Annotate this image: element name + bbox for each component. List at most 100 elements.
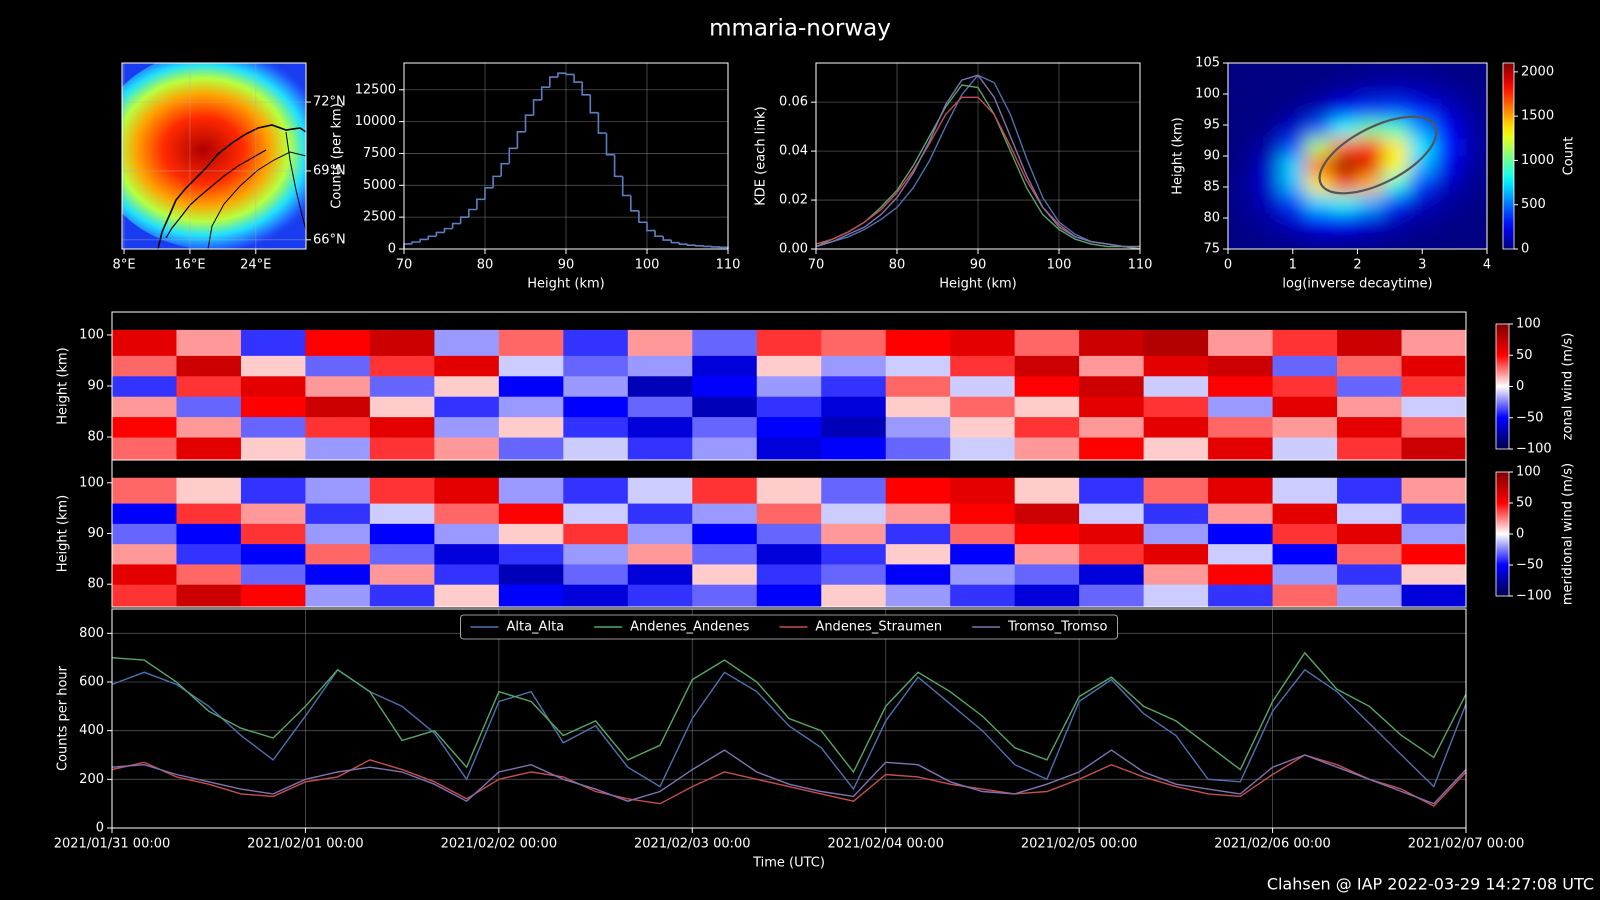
heatmap-cell xyxy=(1434,192,1462,213)
colorbar xyxy=(1495,323,1510,450)
x-tick-label: 70 xyxy=(808,258,825,273)
wind-cell xyxy=(498,477,564,504)
series-line xyxy=(111,754,1467,807)
wind-cell xyxy=(563,416,629,438)
histogram-step xyxy=(549,76,558,88)
wind-cell xyxy=(1401,477,1467,504)
wind-cell xyxy=(176,523,242,545)
heatmap-cell xyxy=(1434,229,1462,249)
x-tick-label: 0 xyxy=(1224,258,1232,273)
wind-cell xyxy=(434,329,500,356)
x-axis-label: Height (km) xyxy=(939,277,1016,292)
heatmap-cell xyxy=(1331,211,1358,231)
wind-cell xyxy=(756,355,822,377)
wind-cell xyxy=(434,416,500,438)
wind-cell xyxy=(240,563,306,585)
wind-cell xyxy=(1014,523,1080,545)
wind-cell xyxy=(434,477,500,504)
histogram-step xyxy=(435,231,445,237)
wind-cell xyxy=(692,396,758,418)
x-tick-label: 100 xyxy=(635,258,660,273)
x-tick-label: 80 xyxy=(889,258,906,273)
x-tick-label: 24°E xyxy=(240,258,271,273)
wind-cell xyxy=(1143,355,1209,377)
wind-cell xyxy=(1272,584,1338,608)
histogram-step xyxy=(459,216,469,224)
legend-label: Andenes_Andenes xyxy=(630,620,750,635)
histogram-step xyxy=(516,130,526,149)
heatmap-cell xyxy=(1357,174,1384,194)
wind-cell xyxy=(756,396,822,418)
wind-cell xyxy=(1337,584,1403,608)
wind-cell xyxy=(434,355,500,377)
wind-cell xyxy=(240,416,306,438)
wind-cell xyxy=(498,584,564,608)
wind-cell xyxy=(112,329,177,356)
wind-cell xyxy=(885,523,951,545)
wind-cell xyxy=(1143,396,1209,418)
wind-cell xyxy=(1208,416,1274,438)
histogram-step xyxy=(427,235,437,240)
wind-cell xyxy=(950,503,1016,524)
wind-cell xyxy=(1337,543,1403,565)
y-tick-label: 5000 xyxy=(363,178,396,193)
heatmap-cell xyxy=(1279,118,1307,138)
heatmap-cell xyxy=(1357,229,1384,249)
x-tick-label: 2021/02/07 00:00 xyxy=(1408,837,1525,852)
heatmap-cell xyxy=(1253,81,1281,101)
x-tick-label: 2021/02/03 00:00 xyxy=(634,837,751,852)
wind-cell xyxy=(1401,503,1467,524)
wind-cell xyxy=(1401,329,1467,356)
heatmap-cell xyxy=(1382,81,1410,101)
y-tick-label: 100 xyxy=(79,327,104,342)
y-tick-label: 800 xyxy=(79,626,104,641)
wind-cell xyxy=(821,375,887,397)
wind-cell xyxy=(950,355,1016,377)
colorbar-tick-label: −100 xyxy=(1516,589,1552,604)
histogram-step xyxy=(662,236,672,241)
wind-cell xyxy=(563,396,629,418)
wind-cell xyxy=(627,584,693,608)
wind-cell xyxy=(821,523,887,545)
colorbar xyxy=(1502,62,1515,250)
heatmap-cell xyxy=(1228,192,1255,213)
heatmap-cell xyxy=(1253,136,1281,157)
histogram-step xyxy=(646,222,656,232)
wind-cell xyxy=(112,543,177,565)
colorbar-tick-label: 0 xyxy=(1516,527,1524,542)
x-axis-label: Time (UTC) xyxy=(752,856,825,871)
y-tick-label: 80 xyxy=(87,577,104,592)
heatmap-cell xyxy=(1279,63,1307,83)
heatmap-cell xyxy=(1253,192,1281,213)
y-tick-label: 600 xyxy=(79,675,104,690)
wind-cell xyxy=(434,543,500,565)
wind-cell xyxy=(1143,437,1209,461)
wind-cell xyxy=(1208,523,1274,545)
wind-cell xyxy=(369,437,435,461)
wind-cell xyxy=(369,563,435,585)
wind-cell xyxy=(950,523,1016,545)
wind-cell xyxy=(1337,503,1403,524)
heatmap-cell xyxy=(1382,118,1410,138)
heatmap-cell xyxy=(1305,63,1333,83)
histogram-step xyxy=(630,195,639,212)
wind-cell xyxy=(305,543,371,565)
wind-cell xyxy=(1208,477,1274,504)
histogram-step xyxy=(573,74,583,83)
axes-frame xyxy=(403,62,729,250)
histogram-step xyxy=(678,242,688,245)
y-tick-label: 80 xyxy=(1203,211,1220,226)
wind-cell xyxy=(756,523,822,545)
colorbar xyxy=(1495,471,1510,597)
y-axis-label: Height (km) xyxy=(56,495,71,572)
heatmap-clip xyxy=(1228,63,1487,249)
wind-cell xyxy=(1337,416,1403,438)
wind-cell xyxy=(176,416,242,438)
histogram-step xyxy=(565,73,575,76)
wind-cell xyxy=(176,375,242,397)
wind-cell xyxy=(1143,523,1209,545)
legend-label: Tromso_Tromso xyxy=(1007,620,1107,635)
wind-cell xyxy=(821,543,887,565)
wind-cell xyxy=(369,416,435,438)
wind-cell xyxy=(885,584,951,608)
